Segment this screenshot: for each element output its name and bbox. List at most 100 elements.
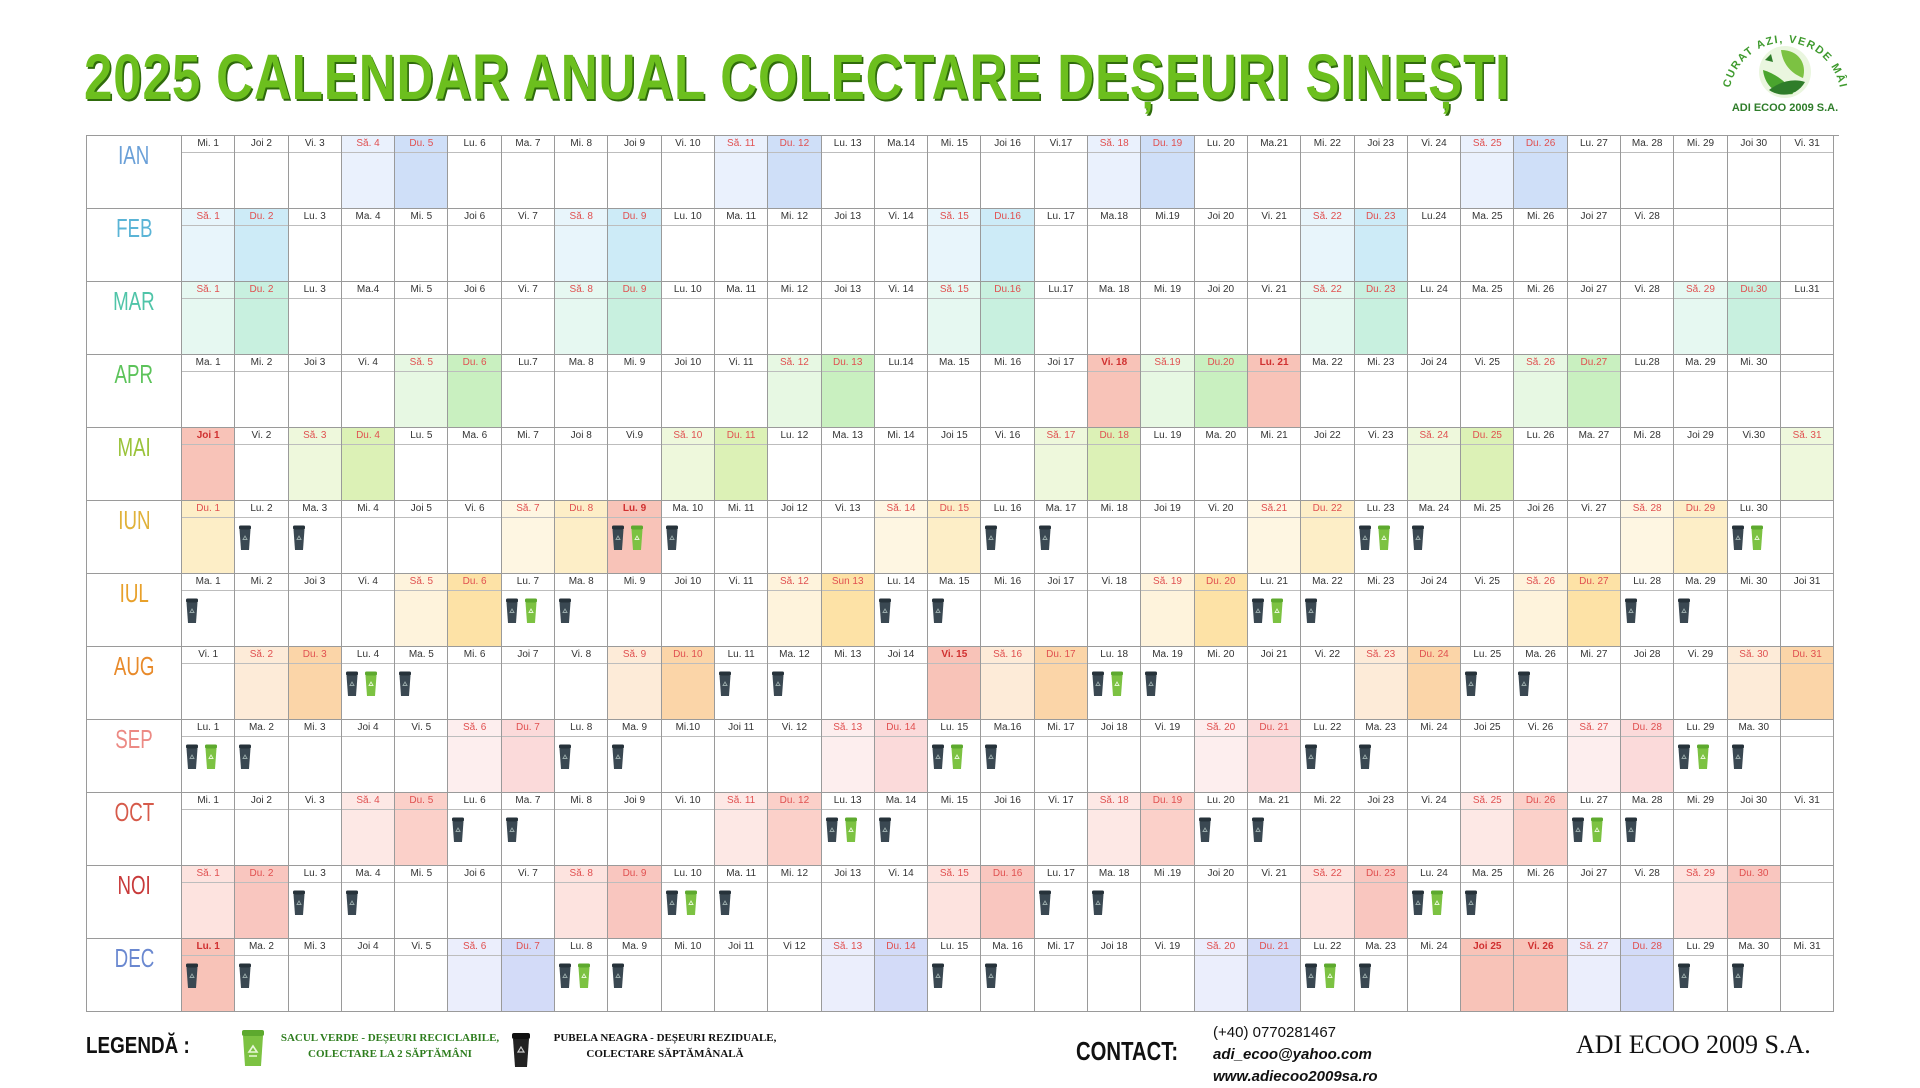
day-label: Vi. 24 <box>1407 793 1461 810</box>
green-bag-icon <box>950 744 964 770</box>
day-cell: Să. 10 <box>661 428 715 501</box>
day-cell: Du. 7 <box>501 720 556 793</box>
day-cell: Să. 24 <box>1407 428 1462 501</box>
day-label: Vi. 18 <box>1088 574 1141 591</box>
collection-icons <box>1517 671 1564 701</box>
black-bin-icon <box>1358 744 1372 770</box>
day-cell: Să. 28 <box>1621 501 1675 574</box>
day-label: Mi. 6 <box>448 647 501 664</box>
day-cell: Joi 16 <box>981 136 1035 209</box>
day-label: Vi. 8 <box>555 647 608 664</box>
month-label: MAI <box>117 432 151 462</box>
collection-icons <box>1358 525 1405 555</box>
collection-icons <box>1091 671 1138 701</box>
day-label: Ma. 11 <box>714 866 768 883</box>
collection-icons <box>665 890 712 920</box>
day-cell: Lu. 10 <box>661 282 715 355</box>
day-label: Lu. 27 <box>1567 136 1621 153</box>
day-cell: Mi. 21 <box>1247 428 1302 501</box>
day-cell: Lu. 15 <box>928 939 982 1012</box>
day-cell: Vi. 24 <box>1407 136 1462 209</box>
month-label: NOI <box>117 870 151 900</box>
day-cell: Ma. 30 <box>1727 939 1781 1012</box>
day-label: Să. 8 <box>555 282 608 299</box>
collection-icons <box>1198 817 1245 847</box>
day-cell: Du. 28 <box>1621 939 1675 1012</box>
black-bin-icon <box>1677 598 1691 624</box>
day-label: Vi. 2 <box>235 428 288 445</box>
day-cell: Ma. 27 <box>1567 428 1622 501</box>
collection-icons <box>1038 525 1085 555</box>
black-bin-icon <box>878 598 892 624</box>
day-label: Ma. 22 <box>1301 574 1354 591</box>
day-cell: Vi. 19 <box>1141 939 1195 1012</box>
green-bag-icon <box>1590 817 1604 843</box>
day-label: Ma. 7 <box>501 136 555 153</box>
day-cell: Vi. 7 <box>501 209 556 282</box>
day-label: Du. 26 <box>1514 136 1567 153</box>
day-cell: Ma. 26 <box>1514 647 1568 720</box>
day-label: Lu. 3 <box>288 209 341 226</box>
collection-icons <box>1304 598 1351 628</box>
day-label: Ma. 14 <box>874 793 928 810</box>
day-label: Lu. 4 <box>341 647 395 664</box>
day-label: Să. 10 <box>661 428 714 445</box>
day-label: Joi 7 <box>501 647 555 664</box>
day-label: Mi. 2 <box>235 574 288 591</box>
black-bin-icon <box>451 817 465 843</box>
day-label: Ma. 27 <box>1567 428 1621 445</box>
day-cell: Vi. 2 <box>235 428 289 501</box>
black-bin-icon <box>185 744 199 770</box>
black-bin-icon <box>611 963 625 989</box>
black-bin-icon <box>1304 963 1318 989</box>
day-label: Du. 5 <box>395 136 448 153</box>
day-cell: Vi. 5 <box>395 720 449 793</box>
month-row-feb: FEB Să. 1 Du. 2 Lu. 3 Ma. 4 Mi. 5 Joi 6 Vi. 7 Să… <box>87 209 1839 282</box>
contact-email[interactable]: adi_ecoo@yahoo.com <box>1213 1046 1372 1063</box>
day-cell: Joi 1 <box>182 428 236 501</box>
day-cell: Să. 22 <box>1301 282 1355 355</box>
day-cell: Vi. 11 <box>714 355 769 428</box>
recycle-leaves-icon: CURAT AZI, VERDE MÂINE <box>1695 1 1848 98</box>
black-bin-icon <box>611 525 625 551</box>
month-row-dec: DEC Lu. 1 Ma. 2 Mi. 3 Joi 4 Vi. 5 Să. 6 Du. 7 Lu… <box>87 939 1839 1012</box>
day-label: Mi. 5 <box>395 209 448 226</box>
day-label: Mi. 13 <box>821 647 874 664</box>
collection-icons <box>1411 525 1458 555</box>
day-label: Du. 30 <box>1727 866 1780 883</box>
day-cell: Lu. 3 <box>288 209 342 282</box>
day-label: Vi. 4 <box>341 355 395 372</box>
day-cell: Du. 17 <box>1034 647 1089 720</box>
day-label: Mi. 12 <box>768 209 821 226</box>
day-cell: Joi 6 <box>448 282 502 355</box>
green-bag-icon <box>1270 598 1284 624</box>
day-cell: Să. 16 <box>981 647 1035 720</box>
black-bin-icon <box>1358 963 1372 989</box>
day-cell: Du. 7 <box>501 939 556 1012</box>
black-bin-icon <box>1731 963 1745 989</box>
collection-icons <box>345 671 392 701</box>
day-cell: Ma. 17 <box>1034 501 1089 574</box>
day-label: Du. 23 <box>1354 866 1407 883</box>
black-bin-icon <box>558 598 572 624</box>
month-row-ian: IAN Mi. 1 Joi 2 Vi. 3 Să. 4 Du. 5 Lu. 6 Ma. 7 Mi… <box>87 136 1839 209</box>
day-label: Joi 31 <box>1780 574 1834 591</box>
day-cell: Mi. 12 <box>768 866 822 939</box>
black-bin-icon <box>931 963 945 989</box>
day-cell: Joi 5 <box>395 501 449 574</box>
day-label: Lu. 22 <box>1301 939 1354 956</box>
day-label: Joi 17 <box>1034 355 1088 372</box>
month-label: FEB <box>115 213 153 243</box>
day-label: Lu. 29 <box>1674 939 1727 956</box>
day-label: Du. 14 <box>874 720 928 737</box>
day-label: Du. 23 <box>1354 282 1407 299</box>
black-bin-icon <box>185 598 199 624</box>
day-cell: Joi 28 <box>1621 647 1675 720</box>
day-label: Du. 13 <box>821 355 874 372</box>
contact-website[interactable]: www.adiecoo2009sa.ro <box>1213 1068 1378 1085</box>
day-cell: Lu. 24 <box>1407 866 1462 939</box>
black-bin-icon <box>505 598 519 624</box>
day-cell: Ma. 25 <box>1461 209 1515 282</box>
day-label: Joi 23 <box>1354 136 1407 153</box>
day-label: Să. 26 <box>1514 574 1567 591</box>
